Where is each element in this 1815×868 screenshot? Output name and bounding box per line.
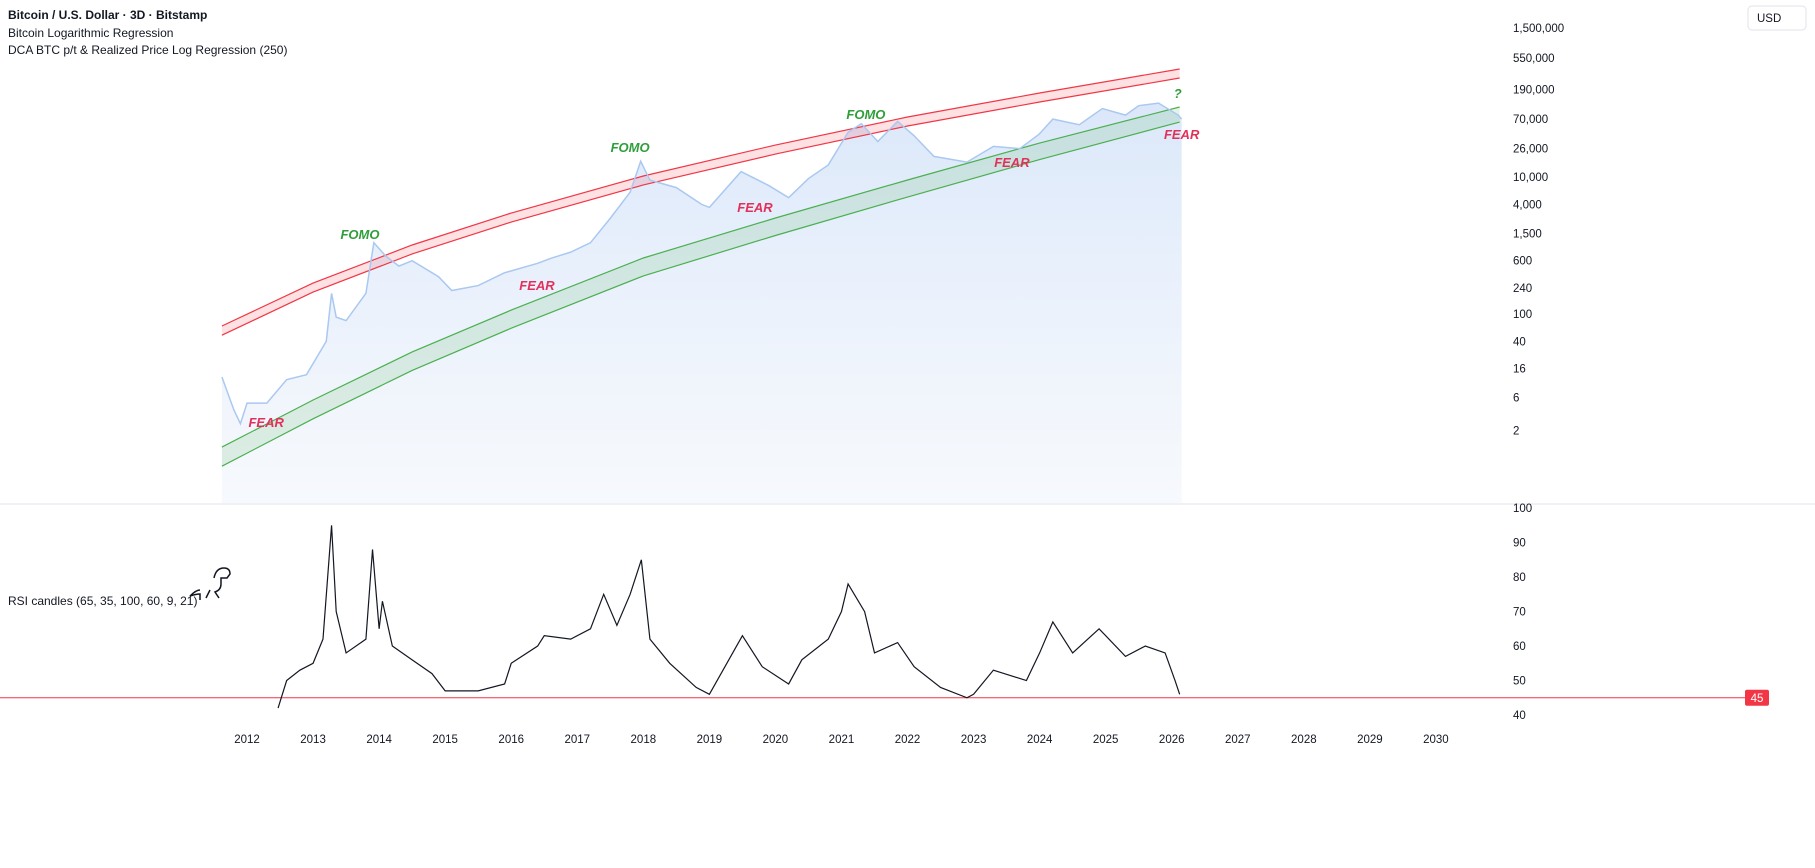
y-tick-label: 600 (1513, 256, 1532, 268)
annotation: FEAR (737, 200, 773, 215)
band-fill (221, 107, 1180, 467)
x-tick-label: 2015 (432, 734, 458, 746)
x-tick-label: 2026 (1159, 734, 1185, 746)
y-tick-label: 2 (1513, 425, 1519, 437)
x-tick-label: 2022 (895, 734, 921, 746)
x-tick-label: 2025 (1093, 734, 1119, 746)
y-tick-label: 240 (1513, 283, 1532, 295)
y-tick-label: 40 (1513, 710, 1526, 722)
y-tick-label: 60 (1513, 641, 1526, 653)
y-tick-label: 100 (1513, 503, 1532, 515)
reference-label: 45 (1751, 693, 1764, 705)
y-tick-label: 70 (1513, 607, 1526, 619)
x-tick-label: 2030 (1423, 734, 1449, 746)
fill-layer (221, 103, 1182, 504)
price-area (221, 103, 1182, 504)
rsi-title: RSI candles (65, 35, 100, 60, 9, 21) (8, 594, 197, 608)
y-tick-label: 40 (1513, 336, 1526, 348)
y-tick-label: 550,000 (1513, 53, 1555, 65)
annotation: FEAR (994, 155, 1030, 170)
x-tick-label: 2012 (234, 734, 260, 746)
logo-icon (189, 567, 231, 600)
x-tick-label: 2029 (1357, 734, 1383, 746)
indicator-label: DCA BTC p/t & Realized Price Log Regress… (8, 43, 287, 57)
y-tick-label: 100 (1513, 309, 1532, 321)
currency-button[interactable] (1747, 5, 1807, 31)
chart-title: Bitcoin / U.S. Dollar · 3D · Bitstamp (8, 8, 207, 22)
band-line (221, 121, 1180, 467)
annotation: FOMO (340, 227, 379, 242)
rsi-line (277, 525, 1181, 709)
y-tick-label: 4,000 (1513, 199, 1542, 211)
x-tick-label: 2021 (829, 734, 855, 746)
y-tick-label: 1,500 (1513, 228, 1542, 240)
x-tick-label: 2013 (300, 734, 326, 746)
x-tick-label: 2014 (366, 734, 392, 746)
y-tick-label: 190,000 (1513, 84, 1555, 96)
band-line (221, 68, 1180, 327)
x-tick-label: 2024 (1027, 734, 1053, 746)
x-tick-label: 2027 (1225, 734, 1251, 746)
x-tick-label: 2016 (498, 734, 524, 746)
y-tick-label: 10,000 (1513, 172, 1548, 184)
annotation: FOMO (611, 140, 650, 155)
y-tick-label: 70,000 (1513, 114, 1548, 126)
annotation: FEAR (1164, 127, 1200, 142)
x-tick-label: 2017 (564, 734, 590, 746)
reference-label-box (1745, 689, 1769, 706)
y-tick-label: 90 (1513, 538, 1526, 550)
y-tick-label: 1,500,000 (1513, 23, 1564, 35)
band-line (221, 106, 1180, 448)
x-tick-label: 2028 (1291, 734, 1317, 746)
currency-label: USD (1757, 13, 1781, 25)
annotation: FEAR (519, 278, 555, 293)
price-line (221, 102, 1183, 426)
annotation: FOMO (846, 107, 885, 122)
x-tick-label: 2019 (697, 734, 723, 746)
x-tick-label: 2018 (631, 734, 657, 746)
x-tick-label: 2020 (763, 734, 789, 746)
annotation: ? (1174, 86, 1182, 101)
y-tick-label: 50 (1513, 676, 1526, 688)
annotation: FEAR (248, 415, 284, 430)
y-tick-label: 26,000 (1513, 144, 1548, 156)
indicator-label: Bitcoin Logarithmic Regression (8, 26, 173, 40)
y-tick-label: 16 (1513, 364, 1526, 376)
y-tick-label: 80 (1513, 572, 1526, 584)
band-line (221, 77, 1180, 336)
y-tick-label: 6 (1513, 393, 1519, 405)
x-tick-label: 2023 (961, 734, 987, 746)
